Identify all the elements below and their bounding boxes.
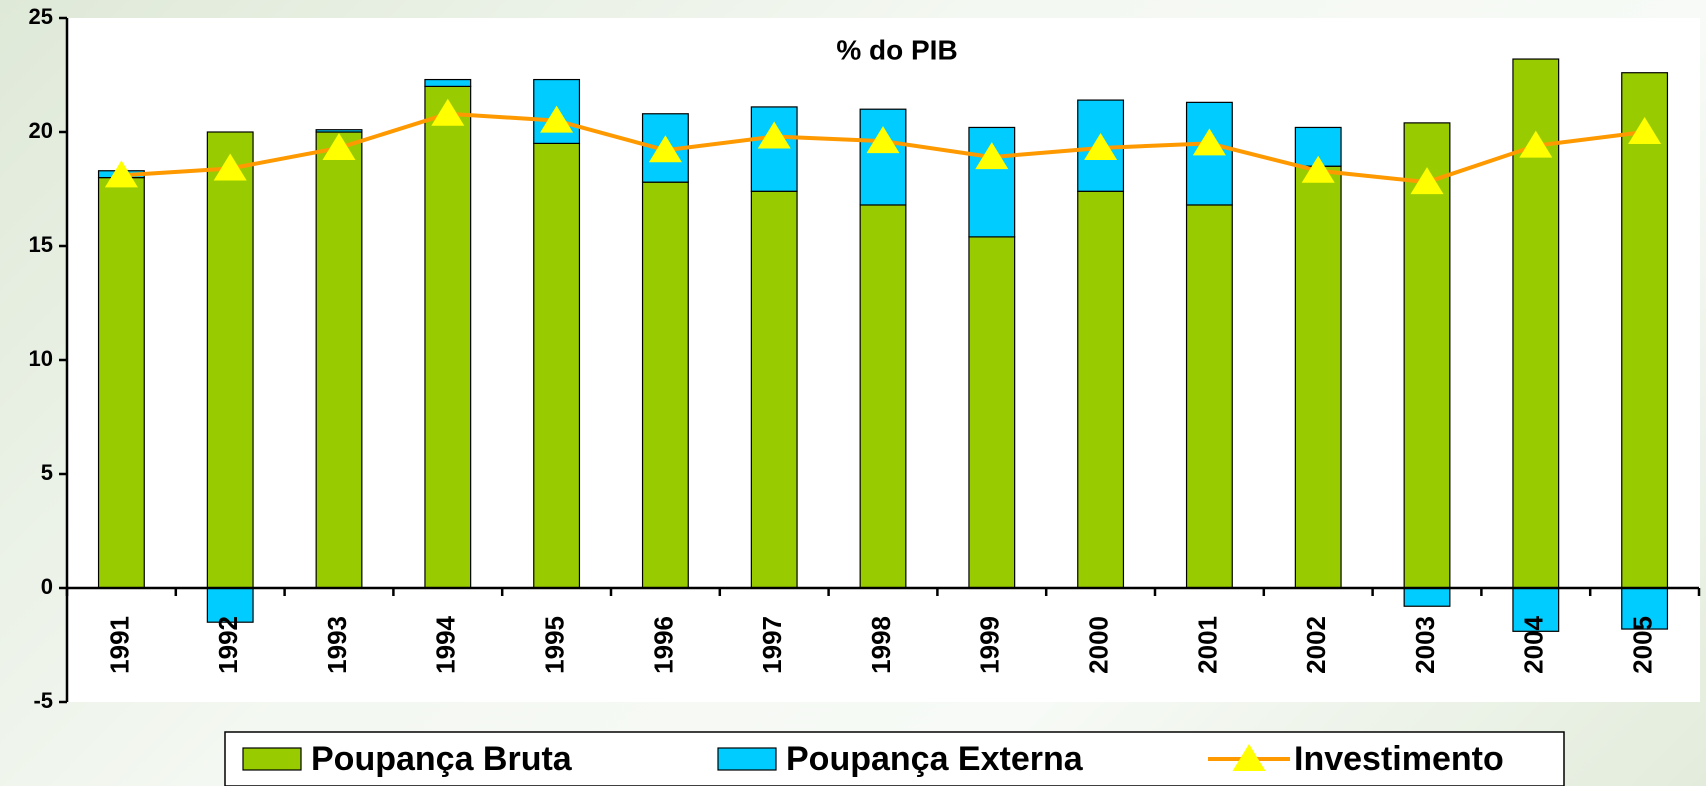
bar: [97, 177, 145, 589]
legend-label: Investimento: [1294, 740, 1504, 778]
marker: [1628, 117, 1662, 144]
bar: [641, 181, 689, 589]
marker: [975, 142, 1009, 170]
x-tick-label: 1992: [213, 616, 243, 674]
x-tick-label: 1996: [648, 616, 678, 674]
marker: [1410, 167, 1444, 195]
bar: [206, 131, 254, 589]
bar: [1077, 190, 1125, 589]
y-tick-label: -5: [33, 688, 53, 713]
bar: [1294, 165, 1342, 589]
x-tick-label: 2001: [1192, 616, 1222, 674]
bar: [968, 236, 1016, 589]
marker: [431, 98, 465, 126]
x-tick-label: 1991: [104, 616, 134, 674]
marker: [1192, 128, 1226, 156]
legend: [224, 731, 1565, 786]
x-tick-label: 2002: [1301, 616, 1331, 674]
y-tick-label: 10: [29, 346, 53, 371]
bar: [1403, 587, 1451, 607]
marker: [757, 121, 791, 149]
bar: [750, 190, 798, 589]
x-tick-label: 1997: [757, 616, 787, 674]
bar: [1403, 122, 1451, 589]
bar: [859, 108, 907, 206]
x-tick-label: 2004: [1519, 615, 1549, 673]
x-tick-label: 1998: [866, 616, 896, 674]
bar: [315, 131, 363, 589]
y-tick-label: 5: [41, 460, 53, 485]
y-tick-label: 0: [41, 574, 53, 599]
bar: [1185, 204, 1233, 589]
marker: [213, 153, 247, 181]
bar: [206, 587, 254, 623]
legend-swatch: [717, 747, 777, 771]
legend-label: Poupança Externa: [786, 740, 1084, 778]
x-tick-label: 2005: [1627, 616, 1657, 674]
x-tick-label: 1994: [431, 615, 461, 673]
bar: [1621, 587, 1669, 630]
marker: [322, 132, 356, 160]
x-tick-label: 1993: [322, 616, 352, 674]
bar: [424, 85, 472, 589]
x-tick-label: 1995: [539, 616, 569, 674]
bar: [1512, 587, 1560, 632]
y-tick-label: 20: [29, 118, 53, 143]
bar: [533, 142, 581, 589]
marker: [866, 126, 900, 154]
chart-title: % do PIB: [836, 34, 957, 65]
bar: [315, 129, 363, 133]
marker: [1084, 132, 1118, 160]
bar: [424, 78, 472, 87]
marker: [104, 160, 138, 188]
bar: [750, 106, 798, 192]
x-tick-label: 2000: [1083, 616, 1113, 674]
legend-marker: [1232, 744, 1266, 771]
marker: [648, 135, 682, 163]
x-tick-label: 1999: [975, 616, 1005, 674]
bar: [1621, 72, 1669, 589]
legend-label: Poupança Bruta: [311, 740, 573, 778]
legend-swatch: [242, 747, 302, 771]
marker: [1301, 155, 1335, 183]
y-tick-label: 25: [29, 4, 53, 29]
y-tick-label: 15: [29, 232, 53, 257]
marker: [540, 105, 574, 133]
bar: [859, 204, 907, 589]
x-tick-label: 2003: [1410, 616, 1440, 674]
marker: [1519, 130, 1553, 158]
